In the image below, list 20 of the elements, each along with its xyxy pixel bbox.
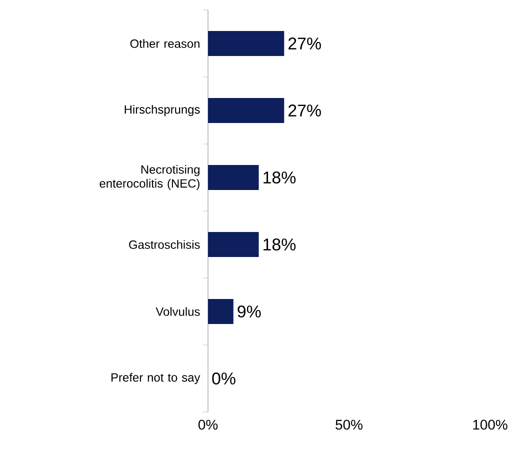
x-tick-label: 50% xyxy=(336,420,362,430)
data-label: 18% xyxy=(264,238,296,251)
y-tick-label: Other reason xyxy=(130,39,200,48)
data-label: 0% xyxy=(212,372,236,385)
data-label: 27% xyxy=(288,104,321,116)
y-tick-label: Volvulus xyxy=(156,307,200,316)
bar xyxy=(208,98,284,124)
x-tick-label: 100% xyxy=(473,420,508,430)
y-tick-label: Hirschsprungs xyxy=(124,104,200,116)
data-label: 9% xyxy=(238,306,261,318)
x-tick-label: 0% xyxy=(198,420,218,430)
bar xyxy=(208,31,284,56)
bar xyxy=(208,299,234,324)
bar xyxy=(208,165,259,190)
data-label: 18% xyxy=(264,172,296,184)
y-tick-label: Prefer not to say xyxy=(112,372,200,384)
y-tick-label: Necrotising enterocolitis (NEC) xyxy=(100,164,200,190)
y-tick-label: Gastroschisis xyxy=(129,240,200,249)
bar xyxy=(208,232,259,258)
data-label: 27% xyxy=(288,38,321,50)
